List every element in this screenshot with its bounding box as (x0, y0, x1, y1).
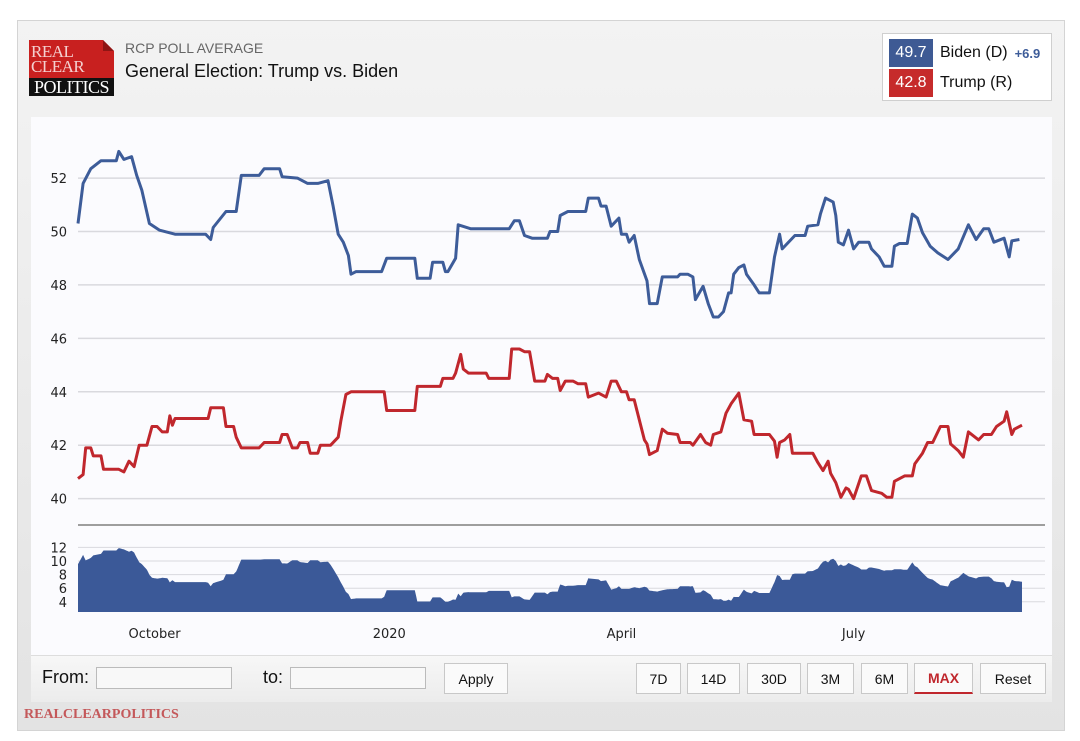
range-3m-button[interactable]: 3M (807, 663, 854, 694)
biden-label: Biden (D) (940, 44, 1008, 61)
trump-value-badge: 42.8 (889, 69, 933, 97)
y-tick-label: 46 (50, 332, 67, 347)
from-label: From: (42, 667, 89, 687)
apply-button[interactable]: Apply (444, 663, 508, 694)
spread-area (78, 548, 1022, 612)
x-tick-label: October (129, 627, 182, 642)
trump-line (77, 347, 1023, 501)
range-14d-button[interactable]: 14D (687, 663, 740, 694)
logo-fold (103, 40, 114, 51)
trump-label: Trump (R) (940, 74, 1013, 91)
spread-y-tick-label: 12 (50, 541, 67, 556)
y-tick-label: 50 (50, 226, 67, 241)
range-7d-button[interactable]: 7D (636, 663, 681, 694)
range-30d-button[interactable]: 30D (747, 663, 801, 694)
biden-line (76, 149, 1020, 319)
poll-kicker: RCP POLL AVERAGE (125, 40, 264, 56)
x-tick-label: 2020 (373, 627, 406, 642)
spread-y-tick-label: 6 (59, 582, 67, 597)
to-label: to: (263, 667, 284, 687)
x-tick-label: July (841, 627, 866, 642)
y-tick-label: 52 (50, 172, 67, 187)
reset-button[interactable]: Reset (980, 663, 1046, 694)
biden-value-badge: 49.7 (889, 39, 933, 67)
range-6m-button[interactable]: 6M (861, 663, 908, 694)
range-max-button[interactable]: MAX (914, 663, 973, 694)
spread-y-tick-label: 10 (50, 555, 67, 570)
y-tick-label: 40 (50, 493, 67, 508)
spread-y-tick-label: 4 (59, 596, 67, 611)
legend-box: 49.7 Biden (D) +6.9 42.8 Trump (R) (882, 33, 1052, 101)
y-tick-label: 44 (50, 386, 67, 401)
to-date-input[interactable] (290, 667, 426, 689)
date-range-controls: From: to: Apply 7D 14D 30D 3M 6M MAX Res… (31, 655, 1052, 702)
from-date-input[interactable] (96, 667, 232, 689)
logo-text-bottom: POLITICS (29, 78, 114, 96)
chart-panel: 40 42 44 46 48 50 52 4 6 8 10 12 October 2020 April Jul… (31, 117, 1052, 655)
y-tick-label: 48 (50, 279, 67, 294)
spread-value: +6.9 (1014, 45, 1041, 61)
logo-text-top: REAL CLEAR (31, 42, 85, 76)
logo-red-block (29, 40, 114, 78)
y-tick-label: 42 (50, 439, 67, 454)
page-title: General Election: Trump vs. Biden (125, 61, 399, 81)
x-tick-label: April (607, 627, 637, 642)
rcp-logo[interactable]: REAL CLEAR POLITICS (29, 40, 114, 96)
legend-row-biden: 49.7 Biden (D) +6.9 (889, 39, 1040, 67)
legend-row-trump: 42.8 Trump (R) (889, 69, 1012, 97)
spread-y-tick-label: 8 (59, 569, 67, 584)
footer-brand: REALCLEARPOLITICS (24, 707, 179, 722)
